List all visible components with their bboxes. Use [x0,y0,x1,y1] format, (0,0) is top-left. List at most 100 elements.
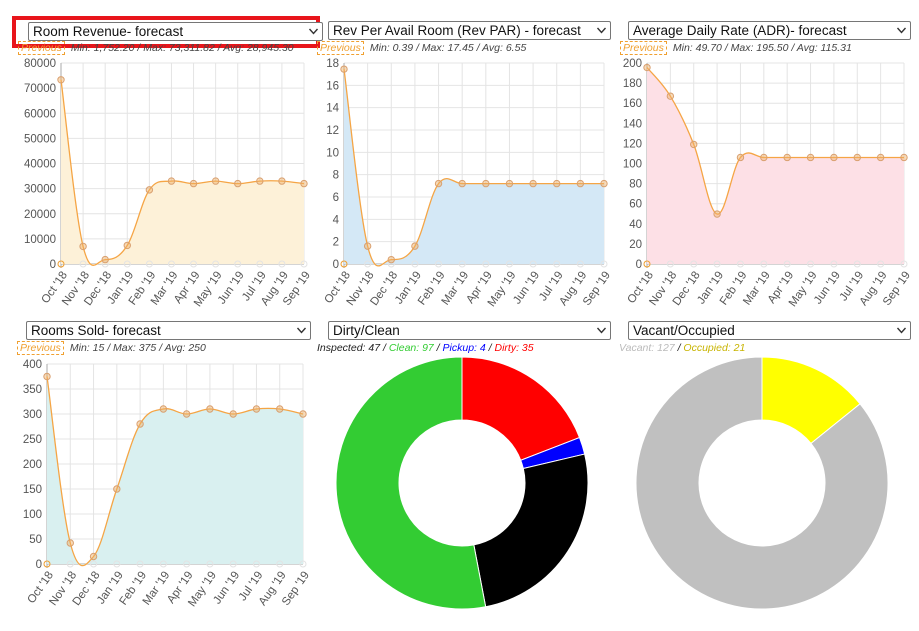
previous-toggle[interactable]: Previous [317,41,364,55]
y-tick-label: 180 [623,78,642,90]
y-tick-label: 10000 [24,234,56,246]
donut-slice-dirty[interactable] [461,356,581,461]
donut-slice-vacant[interactable] [635,356,889,610]
legend-entry-inspected: Inspected: 47 [317,342,381,354]
data-point[interactable] [666,92,675,100]
data-point[interactable] [553,179,561,188]
data-point[interactable] [43,372,51,381]
metric-select[interactable]: Room Revenue- forecast [28,22,323,41]
donut-chart-4 [335,356,589,610]
chevron-down-icon [896,27,907,34]
legend-entry-pickup: Pickup: 4 [442,342,486,354]
legend-separator: / [433,342,443,354]
data-point[interactable] [229,410,237,418]
data-point[interactable] [713,210,721,218]
previous-point [830,260,838,268]
data-point[interactable] [167,177,176,185]
previous-point [387,260,395,268]
data-point[interactable] [57,76,65,84]
data-point[interactable] [482,179,490,188]
previous-point [113,560,121,568]
data-point[interactable] [760,153,768,162]
data-point[interactable] [900,153,908,162]
data-point[interactable] [411,242,419,250]
data-point[interactable] [736,153,745,162]
data-point[interactable] [189,179,198,188]
data-point[interactable] [505,179,514,188]
previous-toggle[interactable]: Previous [620,41,667,55]
data-point[interactable] [387,255,395,264]
metric-select[interactable]: Average Daily Rate (ADR)- forecast [628,21,911,40]
metric-select[interactable]: Rooms Sold- forecast [26,321,311,340]
y-tick-label: 2 [333,237,339,249]
metric-select[interactable]: Rev Per Avail Room (Rev PAR) - forecast [328,21,611,40]
previous-toggle[interactable]: Previous [18,41,65,55]
previous-point [252,560,260,568]
stats-text: Min: 49.70 / Max: 195.50 / Avg: 115.31 [672,42,852,54]
data-point[interactable] [830,153,838,162]
donut-slice-inspected[interactable] [473,453,589,608]
data-point[interactable] [79,242,87,251]
data-point[interactable] [211,177,220,185]
metric-select[interactable]: Vacant/Occupied [628,321,911,340]
series-area [647,67,904,265]
data-point[interactable] [89,552,98,561]
data-point[interactable] [458,179,466,188]
data-point[interactable] [206,405,214,413]
data-point[interactable] [576,179,585,188]
series-area [344,69,604,266]
data-point[interactable] [876,153,885,162]
data-point[interactable] [66,539,74,547]
data-point[interactable] [278,177,286,185]
previous-point [145,260,153,268]
data-point[interactable] [276,405,284,413]
y-tick-label: 10 [326,147,339,159]
previous-point [136,560,144,568]
previous-point [736,260,744,268]
data-point[interactable] [182,410,191,418]
donut-slice-clean[interactable] [335,356,487,610]
data-point[interactable] [340,65,348,73]
chevron-down-icon [596,327,607,334]
y-tick-label: 30000 [24,184,56,196]
metric-select-value: Average Daily Rate (ADR)- forecast [633,23,847,38]
previous-toggle[interactable]: Previous [17,341,64,355]
data-point[interactable] [256,177,264,185]
data-point[interactable] [252,405,261,413]
data-point[interactable] [145,186,154,194]
stats-text: Min: 15 / Max: 375 / Avg: 250 [69,342,206,354]
data-point[interactable] [600,179,608,188]
chevron-down-icon [296,327,307,334]
metric-select[interactable]: Dirty/Clean [328,321,611,340]
data-point[interactable] [853,153,861,162]
data-point[interactable] [136,420,144,428]
legend-separator: / [380,342,389,354]
data-point[interactable] [113,485,121,493]
data-point[interactable] [123,241,131,250]
data-point[interactable] [299,410,307,418]
data-point[interactable] [643,63,651,72]
data-point[interactable] [434,179,443,188]
data-point[interactable] [783,153,791,162]
y-tick-label: 4 [333,214,340,226]
data-point[interactable] [101,255,109,264]
data-point[interactable] [234,179,242,188]
y-tick-label: 400 [23,359,42,371]
series-area [61,79,304,266]
y-tick-label: 18 [326,58,339,70]
donut-chart-5 [635,356,889,610]
y-tick-label: 0 [636,259,642,271]
data-point[interactable] [363,242,372,250]
data-point[interactable] [690,140,698,149]
y-tick-label: 60000 [24,108,56,120]
data-point[interactable] [300,179,308,188]
data-point[interactable] [806,153,815,162]
stats-line: Previous Min: 0.39 / Max: 17.45 / Avg: 6.… [317,41,526,55]
y-tick-label: 12 [326,125,339,137]
metric-select-value: Room Revenue- forecast [33,24,184,39]
data-point[interactable] [159,405,168,413]
data-point[interactable] [529,179,537,188]
metric-select-value: Dirty/Clean [333,323,400,338]
y-tick-label: 20000 [24,209,56,221]
